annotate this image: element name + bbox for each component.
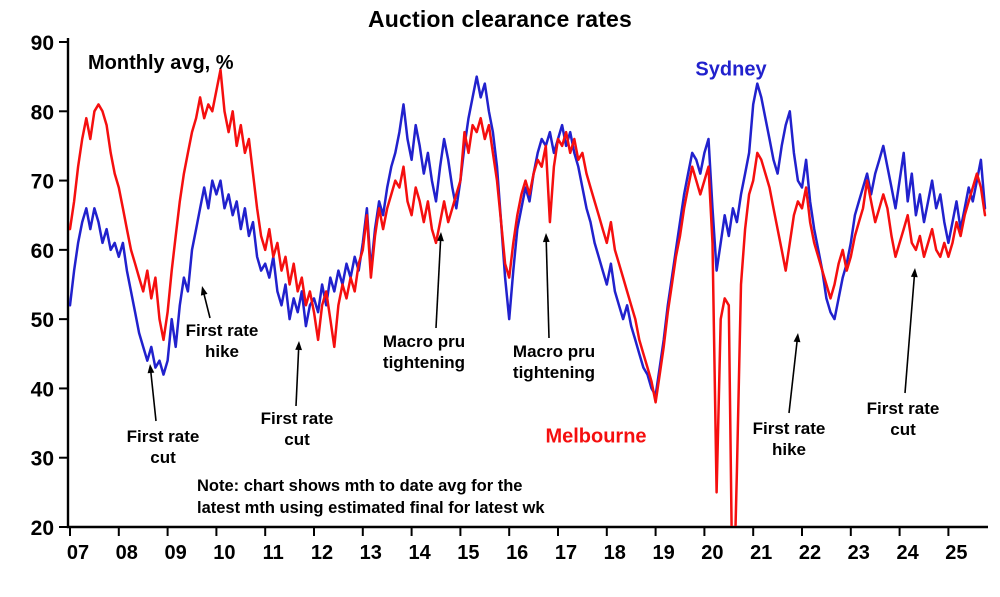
annotation-macro-pru-2014: Macro pru tightening (382, 332, 466, 372)
melbourne-line (69, 68, 987, 526)
y-tick-label: 60 (31, 240, 54, 263)
x-axis: 07 08 09 10 11 12 13 14 15 16 17 18 19 20 21 22 23 24 25 (67, 527, 968, 564)
x-tick-label: 23 (848, 542, 870, 564)
y-tick-label: 30 (31, 448, 54, 471)
annotation-arrow-first-rate-cut-2025 (904, 274, 916, 394)
x-tick-label: 10 (213, 542, 235, 564)
x-tick-label: 11 (263, 542, 284, 564)
y-tick-label: 90 (31, 32, 54, 55)
annotation-arrowhead-macro-pru-2014 (437, 232, 444, 242)
units-label: Monthly avg, % (88, 52, 234, 74)
annotation-arrowhead-first-rate-hike-2009 (200, 286, 208, 296)
chart-title: Auction clearance rates (367, 6, 633, 32)
annotation-arrowhead-macro-pru-2017 (542, 233, 550, 243)
x-tick-label: 21 (750, 542, 772, 564)
y-axis: 20 30 40 50 60 70 80 90 (31, 32, 68, 540)
x-tick-label: 16 (506, 542, 528, 564)
sydney-line (69, 75, 987, 397)
annotation-arrow-first-rate-hike-2009 (202, 292, 211, 319)
annotation-first-rate-cut-2011: First rate cut (260, 409, 334, 449)
x-tick-label: 22 (799, 542, 821, 564)
annotation-arrowhead-first-rate-hike-2022 (793, 333, 801, 343)
annotation-first-rate-hike-2022: First rate hike (752, 419, 826, 459)
annotation-first-rate-cut-2008: First rate cut (126, 427, 200, 467)
annotation-arrowhead-first-rate-cut-2025 (910, 268, 918, 278)
annotation-first-rate-hike-2009: First rate hike (185, 321, 259, 361)
x-tick-label: 19 (652, 542, 674, 564)
footnote: Note: chart shows mth to date avg for th… (197, 476, 545, 519)
y-tick-label: 50 (31, 309, 54, 332)
annotation-arrow-first-rate-hike-2022 (788, 339, 799, 414)
y-tick-label: 40 (31, 378, 54, 401)
x-tick-label: 17 (555, 542, 577, 564)
x-tick-label: 24 (896, 542, 919, 564)
annotation-macro-pru-2017: Macro pru tightening (512, 342, 596, 382)
footnote-line-2: latest mth using estimated final for lat… (197, 498, 545, 517)
x-tick-label: 09 (164, 542, 186, 564)
x-tick-label: 08 (116, 542, 138, 564)
annotation-arrow-first-rate-cut-2008 (149, 370, 157, 422)
footnote-line-1: Note: chart shows mth to date avg for th… (197, 477, 523, 495)
y-tick-label: 70 (31, 171, 54, 194)
x-tick-label: 12 (311, 542, 333, 564)
sydney-series-label: Sydney (695, 58, 767, 81)
annotation-arrow-macro-pru-2017 (545, 239, 550, 339)
x-tick-label: 07 (67, 542, 89, 564)
melbourne-series-label: Melbourne (545, 425, 647, 448)
x-tick-label: 25 (945, 542, 967, 564)
x-tick-label: 20 (701, 542, 723, 564)
annotation-arrow-macro-pru-2014 (435, 238, 442, 329)
annotation-arrowhead-first-rate-cut-2011 (295, 341, 302, 351)
annotation-arrowhead-first-rate-cut-2008 (147, 364, 155, 374)
annotation-first-rate-cut-2025: First rate cut (866, 399, 940, 439)
y-tick-label: 80 (31, 101, 54, 124)
y-tick-label: 20 (31, 517, 54, 540)
annotation-arrow-first-rate-cut-2011 (295, 347, 300, 407)
x-tick-label: 13 (360, 542, 382, 564)
x-tick-label: 18 (604, 542, 626, 564)
x-tick-label: 15 (457, 542, 479, 564)
x-tick-label: 14 (408, 542, 431, 564)
